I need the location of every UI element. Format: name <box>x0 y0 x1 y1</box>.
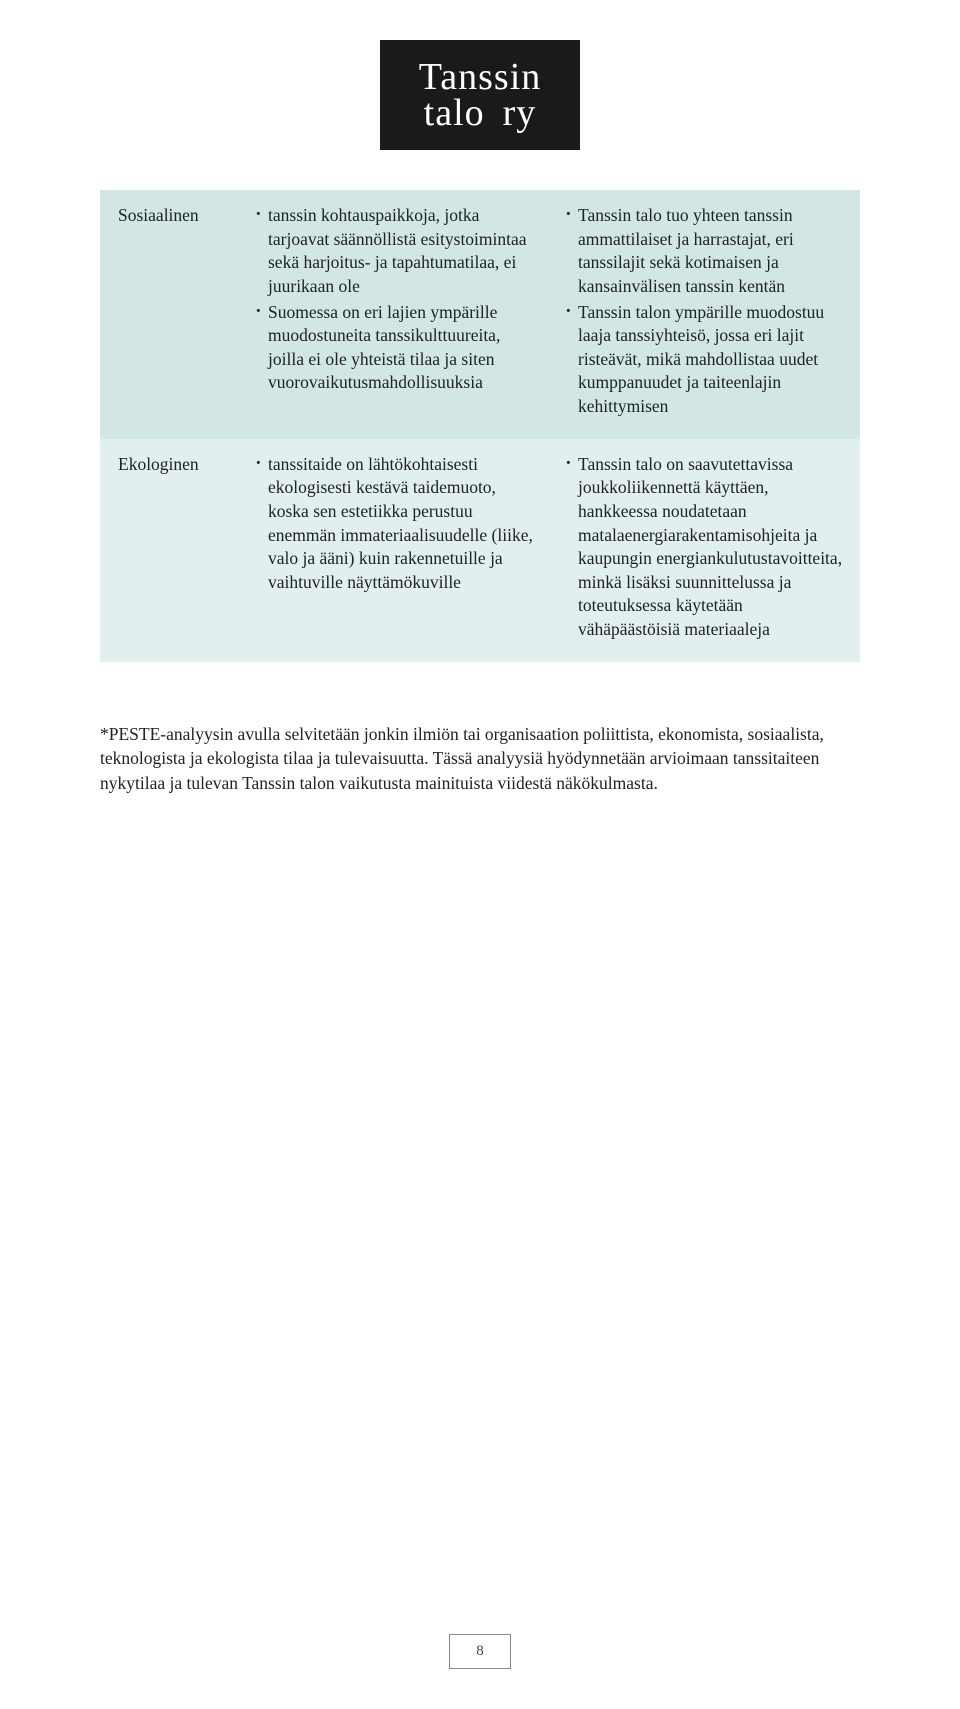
page-content: Sosiaalinen tanssin kohtauspaikkoja, jot… <box>0 190 960 795</box>
logo: Tanssin talory <box>380 40 580 150</box>
bullet-list: tanssitaide on lähtökohtaisesti ekologis… <box>254 453 536 595</box>
row-col2: tanssitaide on lähtökohtaisesti ekologis… <box>240 439 550 662</box>
page-number-container: 8 <box>0 1634 960 1669</box>
row-col3: Tanssin talo on saavutettavissa joukkoli… <box>550 439 860 662</box>
table-row: Sosiaalinen tanssin kohtauspaikkoja, jot… <box>100 190 860 439</box>
logo-line-1: Tanssin <box>419 59 542 95</box>
list-item: Tanssin talon ympärille muodostuu laaja … <box>564 301 846 419</box>
bullet-list: tanssin kohtauspaikkoja, jotka tarjoavat… <box>254 204 536 395</box>
logo-line-2: talory <box>424 95 537 131</box>
page-number: 8 <box>449 1634 511 1669</box>
peste-table: Sosiaalinen tanssin kohtauspaikkoja, jot… <box>100 190 860 662</box>
list-item: Suomessa on eri lajien ympärille muodost… <box>254 301 536 396</box>
list-item: Tanssin talo tuo yhteen tanssin ammattil… <box>564 204 846 299</box>
row-label: Sosiaalinen <box>100 190 240 439</box>
bullet-list: Tanssin talo on saavutettavissa joukkoli… <box>564 453 846 642</box>
logo-line-2-left: talo <box>424 92 485 134</box>
bullet-list: Tanssin talo tuo yhteen tanssin ammattil… <box>564 204 846 419</box>
list-item: Tanssin talo on saavutettavissa joukkoli… <box>564 453 846 642</box>
row-col3: Tanssin talo tuo yhteen tanssin ammattil… <box>550 190 860 439</box>
table-row: Ekologinen tanssitaide on lähtökohtaises… <box>100 439 860 662</box>
list-item: tanssitaide on lähtökohtaisesti ekologis… <box>254 453 536 595</box>
row-label: Ekologinen <box>100 439 240 662</box>
row-col2: tanssin kohtauspaikkoja, jotka tarjoavat… <box>240 190 550 439</box>
list-item: tanssin kohtauspaikkoja, jotka tarjoavat… <box>254 204 536 299</box>
logo-line-2-right: ry <box>503 92 537 134</box>
footnote-text: *PESTE-analyysin avulla selvitetään jonk… <box>100 722 860 796</box>
logo-container: Tanssin talory <box>0 0 960 150</box>
